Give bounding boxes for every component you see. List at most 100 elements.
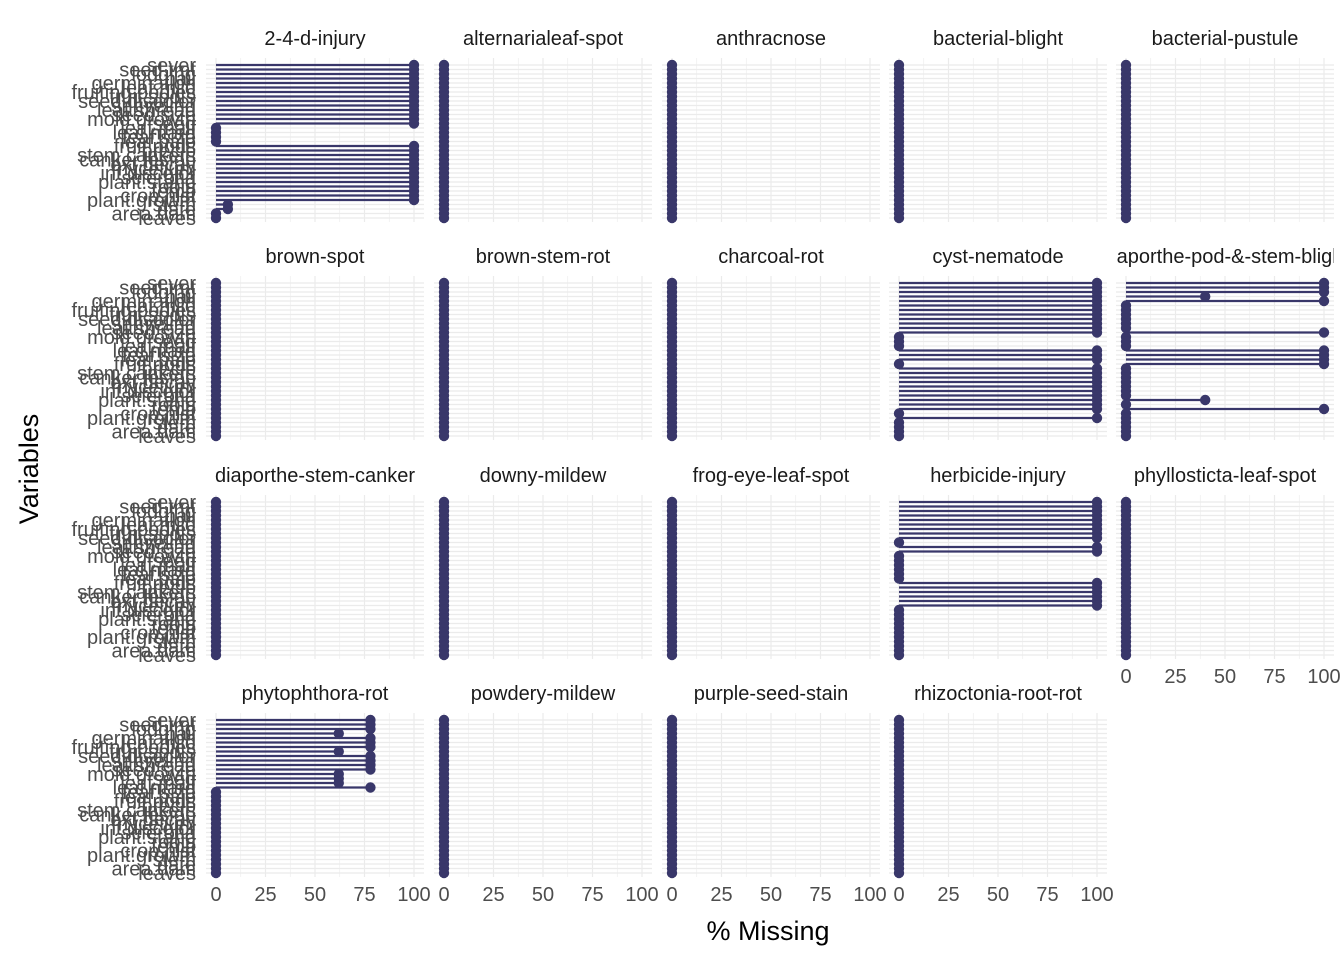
y-tick-label: int.discolor <box>100 600 196 622</box>
facet-panel: bacterial-pustule <box>1116 28 1334 224</box>
lollipop-point <box>666 649 678 661</box>
facet-title: downy-mildew <box>480 465 607 487</box>
lollipop-point <box>210 136 222 147</box>
x-tick-label: 75 <box>581 884 603 906</box>
y-tick-label: plant.stand <box>98 609 196 631</box>
y-tick-label: ext.decay <box>110 591 196 613</box>
facet-panel: anthracnose <box>662 28 880 224</box>
y-tick-label: lodging <box>131 64 196 86</box>
lollipop-point <box>1091 327 1103 338</box>
y-tick-label: seed <box>153 114 196 136</box>
y-tick-label: leaf.malf <box>120 118 196 140</box>
y-tick-label: leaf.halo <box>120 132 196 154</box>
facet-title: anthracnose <box>716 28 826 50</box>
y-tick-label: precip <box>142 141 196 163</box>
y-tick-label: seed <box>153 332 196 354</box>
x-tick-label: 50 <box>532 884 554 906</box>
y-tick-label: germination <box>91 728 196 750</box>
lollipop-point <box>893 537 905 548</box>
facet-title: bacterial-blight <box>933 28 1064 50</box>
y-tick-label: roots <box>152 832 196 854</box>
y-tick-label: leaf.marg <box>113 560 196 582</box>
y-tick-label: shriveling <box>112 96 196 118</box>
facet-panel: diaporthe-pod-&-stem-blight <box>1116 246 1334 442</box>
y-tick-label: temp <box>152 618 196 640</box>
y-tick-label: area.dam <box>112 204 197 226</box>
facet-panel: phytophthora-rot severseed.tmtlodginghail… <box>71 683 430 906</box>
y-tick-label: seed <box>153 551 196 573</box>
y-tick-label: fruit.pods <box>114 573 196 595</box>
x-tick-label: 50 <box>304 884 326 906</box>
y-tick-label: leaf.malf <box>120 336 196 358</box>
y-tick-label: hail <box>165 506 196 528</box>
y-tick-label: shriveling <box>112 314 196 336</box>
y-tick-label: germination <box>91 73 196 95</box>
lollipop-point <box>1120 340 1132 352</box>
facet-title: phyllosticta-leaf-spot <box>1134 465 1317 487</box>
y-tick-label: sever <box>147 710 196 732</box>
facet-panel: brown-spot severseed.tmtlodginghailgermin… <box>71 246 424 448</box>
x-tick-label: 100 <box>397 884 430 906</box>
y-tick-label: seed <box>153 769 196 791</box>
y-tick-label: seed.discolor <box>78 528 196 550</box>
y-tick-label: leaf.shread <box>97 318 196 340</box>
facet-title: herbicide-injury <box>930 465 1066 487</box>
x-tick-label: 100 <box>1080 884 1113 906</box>
y-tick-label: seed.size <box>112 760 197 782</box>
y-tick-label: leaf.size <box>123 564 196 586</box>
y-tick-label: precip <box>142 578 196 600</box>
y-tick-label: stem <box>153 413 196 435</box>
lollipop-point <box>893 649 905 661</box>
lollipop-point <box>893 358 905 370</box>
y-tick-label: leaf.malf <box>120 773 196 795</box>
y-tick-label: hail <box>165 287 196 309</box>
lollipop-point <box>408 118 420 129</box>
lollipop-point <box>222 203 234 215</box>
y-tick-label: fruit.pods <box>114 354 196 376</box>
y-tick-label: hail <box>165 69 196 91</box>
y-tick-label: leaf.halo <box>120 787 196 809</box>
facet-title: purple-seed-stain <box>694 683 849 705</box>
y-tick-label: germination <box>91 510 196 532</box>
facet-title: diaporthe-stem-canker <box>215 465 415 487</box>
y-tick-label: mold.growth <box>87 764 196 786</box>
lollipop-point <box>893 340 905 352</box>
y-tick-label: leaves <box>138 863 196 885</box>
y-tick-label: date <box>157 417 196 439</box>
x-tick-label: 75 <box>1263 666 1285 688</box>
lollipop-point <box>893 212 905 224</box>
facet-title: frog-eye-leaf-spot <box>693 465 850 487</box>
lollipop-point <box>1091 403 1103 415</box>
lollipop-point <box>210 649 222 661</box>
y-tick-label: fruit.spots <box>109 87 196 109</box>
y-tick-label: stem.cankers <box>77 363 196 385</box>
lollipop-point <box>1318 327 1330 338</box>
lollipop-point <box>1091 412 1103 424</box>
facet-panel: cyst-nematode <box>889 246 1107 442</box>
y-tick-label: mycelium <box>112 814 196 836</box>
y-tick-label: plant.stand <box>98 827 196 849</box>
y-tick-label: fruiting.bodies <box>71 82 196 104</box>
lollipop-point <box>1318 286 1330 298</box>
y-tick-label: int.discolor <box>100 818 196 840</box>
y-tick-label: sclerotia <box>122 168 197 190</box>
lollipop-point <box>1091 546 1103 557</box>
y-tick-label: seed.discolor <box>78 91 196 113</box>
y-tick-label: sclerotia <box>122 605 197 627</box>
y-tick-label: fruiting.bodies <box>71 519 196 541</box>
y-tick-label: fruit.spots <box>109 742 196 764</box>
y-tick-label: canker.lesion <box>79 368 196 390</box>
facet-panel: alternarialeaf-spot <box>434 28 652 224</box>
y-tick-label: plant.stand <box>98 172 196 194</box>
facet-panel: phyllosticta-leaf-spot 0 25 50 75 100 <box>1116 465 1341 688</box>
x-tick-label: 0 <box>893 884 904 906</box>
y-tick-label: roots <box>152 177 196 199</box>
facet-panel: frog-eye-leaf-spot <box>662 465 880 661</box>
y-tick-label: sever <box>147 492 196 514</box>
x-tick-label: 50 <box>1214 666 1236 688</box>
y-tick-label: int.discolor <box>100 381 196 403</box>
y-tick-label: leaf.malf <box>120 555 196 577</box>
y-tick-label: leaf.marg <box>113 778 196 800</box>
lollipop-point <box>893 430 905 442</box>
y-tick-label: leaf.marg <box>113 123 196 145</box>
